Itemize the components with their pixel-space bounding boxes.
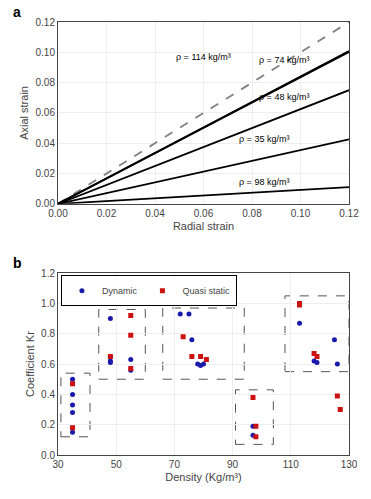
- svg-text:ρ = 35 kg/m³: ρ = 35 kg/m³: [239, 134, 289, 144]
- svg-text:1.0: 1.0: [41, 298, 55, 309]
- svg-text:0.8: 0.8: [41, 328, 55, 339]
- svg-text:Quasi static: Quasi static: [182, 286, 230, 296]
- svg-text:0.6: 0.6: [41, 359, 55, 370]
- svg-text:b: b: [13, 255, 22, 271]
- svg-text:Radial strain: Radial strain: [173, 220, 234, 232]
- svg-text:1.2: 1.2: [41, 268, 55, 279]
- svg-text:Dynamic: Dynamic: [102, 286, 138, 296]
- svg-text:ρ = 98 kg/m³: ρ = 98 kg/m³: [239, 177, 289, 187]
- svg-text:Axial strain: Axial strain: [18, 86, 30, 140]
- svg-text:ρ = 74 kg/m³: ρ = 74 kg/m³: [259, 55, 309, 65]
- svg-text:90: 90: [227, 459, 239, 470]
- svg-text:0.08: 0.08: [36, 77, 56, 88]
- svg-text:0.0: 0.0: [41, 450, 55, 461]
- svg-text:0.4: 0.4: [41, 389, 55, 400]
- svg-text:0.12: 0.12: [339, 208, 359, 219]
- svg-text:a: a: [13, 4, 21, 20]
- svg-text:Coefficient Kr: Coefficient Kr: [24, 331, 36, 397]
- svg-text:0.00: 0.00: [48, 208, 68, 219]
- svg-text:0.06: 0.06: [194, 208, 214, 219]
- svg-text:0.06: 0.06: [36, 107, 56, 118]
- svg-text:ρ = 114 kg/m³: ρ = 114 kg/m³: [176, 52, 231, 62]
- svg-text:0.02: 0.02: [36, 168, 56, 179]
- svg-text:0.08: 0.08: [242, 208, 262, 219]
- svg-text:0.10: 0.10: [291, 208, 311, 219]
- svg-text:70: 70: [169, 459, 181, 470]
- svg-text:ρ = 48 kg/m³: ρ = 48 kg/m³: [259, 92, 309, 102]
- svg-text:130: 130: [341, 459, 358, 470]
- svg-text:0.02: 0.02: [97, 208, 117, 219]
- svg-text:0.12: 0.12: [36, 17, 56, 28]
- svg-text:0.00: 0.00: [36, 198, 56, 209]
- svg-text:0.04: 0.04: [145, 208, 165, 219]
- svg-text:50: 50: [111, 459, 123, 470]
- svg-text:0.10: 0.10: [36, 47, 56, 58]
- svg-text:0.2: 0.2: [41, 419, 55, 430]
- svg-text:0.04: 0.04: [36, 138, 56, 149]
- svg-text:30: 30: [52, 459, 64, 470]
- svg-text:110: 110: [283, 459, 299, 470]
- svg-text:Density (Kg/m³): Density (Kg/m³): [165, 471, 241, 483]
